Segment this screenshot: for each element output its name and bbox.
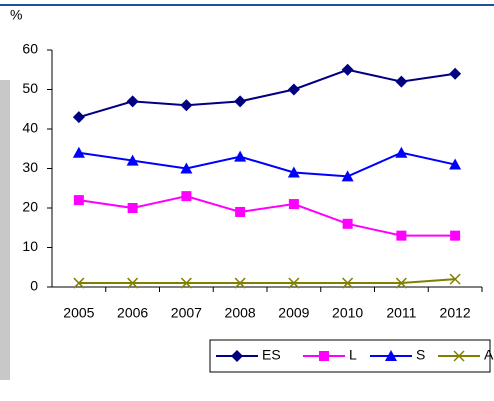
marker bbox=[287, 166, 300, 178]
series-line bbox=[78, 278, 456, 285]
y-tick-label: 20 bbox=[22, 199, 38, 215]
x-tick-label: 2005 bbox=[63, 305, 94, 321]
marker bbox=[453, 350, 465, 362]
marker bbox=[341, 63, 354, 76]
x-tick-label: 2010 bbox=[332, 305, 363, 321]
legend-label: S bbox=[416, 347, 425, 363]
legend-label: Autres bbox=[484, 347, 494, 363]
marker bbox=[288, 199, 299, 210]
y-axis-label: % bbox=[10, 7, 22, 23]
marker bbox=[72, 146, 85, 158]
marker bbox=[449, 158, 462, 170]
marker bbox=[395, 75, 408, 88]
y-tick-label: 40 bbox=[22, 120, 38, 136]
x-tick-label: 2006 bbox=[117, 305, 148, 321]
y-tick-label: 30 bbox=[22, 159, 38, 175]
marker bbox=[449, 273, 461, 285]
marker bbox=[288, 277, 300, 289]
y-tick-label: 0 bbox=[30, 278, 38, 294]
marker bbox=[127, 277, 139, 289]
x-tick-label: 2011 bbox=[386, 305, 416, 321]
marker bbox=[319, 351, 329, 361]
marker bbox=[234, 95, 247, 108]
marker bbox=[342, 218, 353, 229]
marker bbox=[234, 150, 247, 162]
x-tick-label: 2009 bbox=[278, 305, 309, 321]
marker bbox=[180, 162, 193, 174]
side-bar bbox=[0, 80, 10, 380]
marker bbox=[73, 195, 84, 206]
marker bbox=[73, 277, 85, 289]
y-tick-label: 60 bbox=[22, 41, 38, 57]
x-tick-label: 2007 bbox=[171, 305, 202, 321]
y-tick-label: 10 bbox=[22, 238, 38, 254]
marker bbox=[126, 154, 139, 166]
series-line bbox=[78, 195, 456, 237]
marker bbox=[385, 350, 397, 361]
marker bbox=[396, 230, 407, 241]
legend-label: L bbox=[349, 347, 357, 363]
marker bbox=[235, 206, 246, 217]
series-line bbox=[78, 68, 456, 119]
marker bbox=[287, 83, 300, 96]
x-tick-label: 2012 bbox=[440, 305, 471, 321]
marker bbox=[449, 67, 462, 80]
marker bbox=[234, 277, 246, 289]
marker bbox=[126, 95, 139, 108]
marker bbox=[72, 111, 85, 124]
marker bbox=[127, 203, 138, 213]
y-tick-label: 50 bbox=[22, 80, 38, 96]
marker bbox=[180, 99, 193, 112]
series-line bbox=[78, 151, 456, 178]
marker bbox=[395, 146, 408, 158]
x-tick-label: 2008 bbox=[225, 305, 256, 321]
marker bbox=[450, 230, 461, 241]
marker bbox=[231, 350, 243, 362]
marker bbox=[180, 277, 192, 289]
legend-label: ES bbox=[262, 347, 281, 363]
marker bbox=[341, 170, 354, 182]
marker bbox=[342, 277, 354, 289]
marker bbox=[395, 277, 407, 289]
marker bbox=[181, 191, 192, 202]
